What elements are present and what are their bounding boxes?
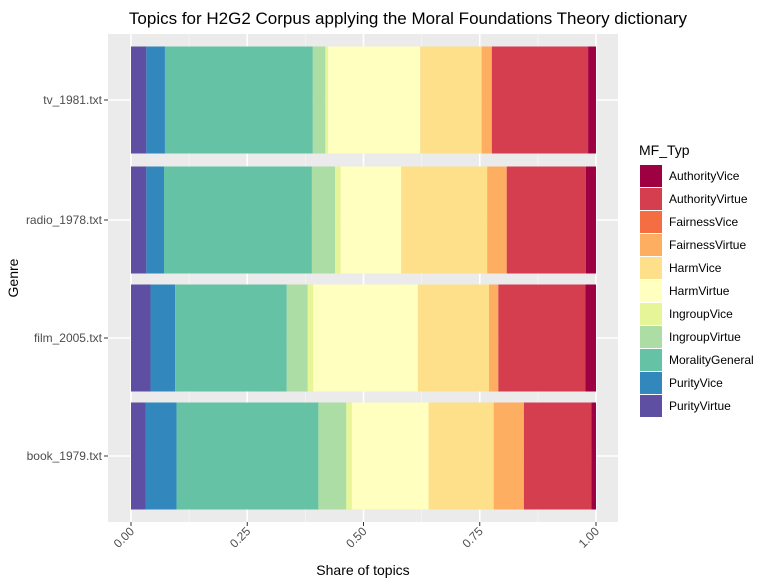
y-tick-label: radio_1978.txt (26, 213, 103, 227)
y-axis: tv_1981.txt radio_1978.txt film_2005.txtbo… (26, 93, 108, 463)
bar-harmvice-radio-1978-txt (401, 166, 488, 274)
x-tick-label: 1.00 (576, 524, 603, 551)
legend-swatch-harmvice (640, 257, 662, 279)
bar-authorityvirtue-film-2005-txt (498, 284, 586, 392)
legend-swatch-authorityvirtue (640, 188, 662, 210)
legend-swatch-fairnessvirtue (640, 234, 662, 256)
bar-ingroupvice-book-1979-txt (346, 402, 352, 510)
legend-label-fairnessvirtue: FairnessVirtue (669, 238, 746, 252)
bar-ingroupvirtue-book-1979-txt (318, 402, 347, 510)
legend-label-purityvice: PurityVice (669, 376, 723, 390)
y-tick-label: film_2005.txt (34, 331, 103, 345)
bar-authorityvice-film-2005-txt (585, 284, 596, 392)
x-tick-label: 0.00 (111, 524, 138, 551)
legend-swatch-fairnessvice (640, 211, 662, 233)
legend-label-authorityvice: AuthorityVice (669, 169, 740, 183)
bar-ingroupvice-radio-1978-txt (335, 166, 341, 274)
y-tick-label: book_1979.txt (27, 449, 103, 463)
bar-fairnessvirtue-tv-1981-txt (481, 46, 492, 154)
bar-ingroupvirtue-film-2005-txt (286, 284, 308, 392)
x-tick-label: 0.25 (227, 524, 254, 551)
bar-moralitygeneral-film-2005-txt (175, 284, 287, 392)
legend-label-ingroupvice: IngroupVice (669, 307, 733, 321)
bar-moralitygeneral-book-1979-txt (176, 402, 319, 510)
legend-label-harmvirtue: HarmVirtue (669, 284, 730, 298)
bar-moralitygeneral-radio-1978-txt (164, 166, 312, 274)
legend-swatch-purityvice (640, 372, 662, 394)
bar-authorityvirtue-radio-1978-txt (506, 166, 586, 274)
bar-authorityvice-radio-1978-txt (585, 166, 596, 274)
bar-harmvirtue-radio-1978-txt (340, 166, 402, 274)
bar-harmvirtue-film-2005-txt (313, 284, 418, 392)
legend-label-authorityvirtue: AuthorityVirtue (669, 192, 748, 206)
bar-authorityvirtue-tv-1981-txt (491, 46, 589, 154)
legend-label-fairnessvice: FairnessVice (669, 215, 738, 229)
legend-swatch-ingroupvice (640, 303, 662, 325)
bar-authorityvice-book-1979-txt (591, 402, 596, 510)
bar-authorityvirtue-book-1979-txt (523, 402, 592, 510)
legend-swatch-ingroupvirtue (640, 326, 662, 348)
bar-purityvice-tv-1981-txt (146, 46, 165, 154)
legend-label-moralitygeneral: MoralityGeneral (669, 353, 754, 367)
legend-label-purityvirtue: PurityVirtue (669, 399, 731, 413)
x-tick-label: 0.75 (459, 524, 486, 551)
y-axis-title: Genre (5, 258, 21, 297)
bar-purityvice-film-2005-txt (150, 284, 176, 392)
chart-title: Topics for H2G2 Corpus applying the Mora… (129, 9, 688, 28)
bar-purityvirtue-film-2005-txt (131, 284, 151, 392)
legend-swatch-harmvirtue (640, 280, 662, 302)
legend-swatch-purityvirtue (640, 395, 662, 417)
x-axis: 0.00 0.25 0.50 0.75 1.00 (111, 522, 603, 551)
bar-harmvirtue-book-1979-txt (351, 402, 429, 510)
bar-harmvice-tv-1981-txt (420, 46, 482, 154)
legend-label-harmvice: HarmVice (669, 261, 722, 275)
bar-ingroupvirtue-radio-1978-txt (311, 166, 336, 274)
legend-label-ingroupvirtue: IngroupVirtue (669, 330, 741, 344)
bar-purityvirtue-tv-1981-txt (131, 46, 147, 154)
bar-purityvice-book-1979-txt (145, 402, 177, 510)
bar-fairnessvirtue-book-1979-txt (493, 402, 524, 510)
x-axis-title: Share of topics (316, 562, 409, 578)
bar-purityvice-radio-1978-txt (146, 166, 165, 274)
bar-purityvirtue-book-1979-txt (131, 402, 146, 510)
legend-swatch-authorityvice (640, 165, 662, 187)
legend: MF_Typ AuthorityVice AuthorityVirtue Fairn… (639, 142, 754, 417)
bar-harmvice-film-2005-txt (417, 284, 490, 392)
bar-fairnessvirtue-radio-1978-txt (487, 166, 507, 274)
legend-swatch-moralitygeneral (640, 349, 662, 371)
x-tick-label: 0.50 (343, 524, 370, 551)
bar-harmvice-book-1979-txt (428, 402, 494, 510)
bars (131, 46, 596, 510)
legend-title: MF_Typ (639, 142, 690, 158)
bar-ingroupvirtue-tv-1981-txt (312, 46, 326, 154)
bar-ingroupvice-film-2005-txt (307, 284, 314, 392)
bar-moralitygeneral-tv-1981-txt (164, 46, 313, 154)
bar-harmvirtue-tv-1981-txt (328, 46, 421, 154)
bar-purityvirtue-radio-1978-txt (131, 166, 147, 274)
y-tick-label: tv_1981.txt (43, 93, 102, 107)
bar-fairnessvirtue-film-2005-txt (489, 284, 499, 392)
bar-ingroupvice-tv-1981-txt (325, 46, 329, 154)
bar-authorityvice-tv-1981-txt (588, 46, 596, 154)
